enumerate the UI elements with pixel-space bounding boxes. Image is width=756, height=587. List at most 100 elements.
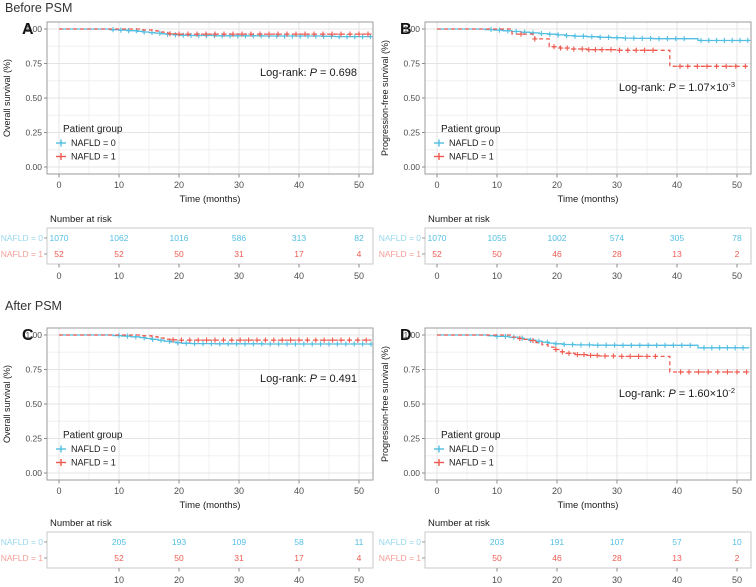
legend: Patient group NAFLD = 0 NAFLD = 1 bbox=[56, 124, 123, 162]
censor-mark bbox=[355, 337, 361, 343]
censor-mark bbox=[579, 46, 585, 52]
log-rank-label: Log-rank: P = 0.698 bbox=[260, 67, 357, 79]
censor-mark bbox=[715, 369, 721, 375]
censor-mark bbox=[740, 345, 746, 351]
censor-mark bbox=[178, 337, 184, 343]
panel-d-risk-table: Number at risk NAFLD = 0 203 191 107 57 10 NAFL… bbox=[378, 514, 756, 587]
censor-mark bbox=[320, 31, 326, 37]
censor-mark bbox=[347, 31, 353, 37]
survival-plot-B: B1.00 0.75 0.50 0.25 0.00 0 10 20 30 40 50 Time (mo… bbox=[380, 21, 752, 205]
x-axis-label: Time (months) bbox=[180, 194, 241, 205]
censor-mark bbox=[706, 37, 712, 44]
risk-axis-tick-label: 30 bbox=[612, 575, 622, 585]
censor-mark bbox=[709, 345, 715, 351]
censor-mark bbox=[288, 337, 294, 343]
risk-row-label: NAFLD = 1 bbox=[379, 553, 422, 563]
censor-mark bbox=[733, 63, 739, 69]
censor-mark bbox=[133, 334, 139, 340]
censor-mark bbox=[631, 35, 637, 41]
censor-mark bbox=[170, 337, 176, 343]
censor-mark bbox=[246, 337, 252, 343]
y-axis-label: Overall survival (%) bbox=[2, 365, 12, 443]
censor-mark bbox=[266, 31, 272, 37]
x-tick-label: 30 bbox=[612, 486, 622, 496]
x-tick-label: 40 bbox=[672, 486, 682, 496]
risk-axis-tick-label: 0 bbox=[56, 271, 61, 281]
x-tick-label: 50 bbox=[354, 486, 364, 496]
legend-title: Patient group bbox=[441, 124, 501, 135]
censor-marks-nafld-1 bbox=[167, 31, 371, 37]
x-tick-label: 0 bbox=[56, 180, 61, 190]
plot-border bbox=[46, 21, 374, 175]
censor-mark bbox=[558, 45, 564, 51]
risk-value: 50 bbox=[492, 553, 502, 563]
risk-value: 193 bbox=[172, 537, 186, 547]
censor-mark bbox=[620, 342, 626, 348]
censor-mark bbox=[321, 337, 327, 343]
legend-item-label: NAFLD = 1 bbox=[449, 152, 494, 162]
censor-mark bbox=[571, 46, 577, 52]
censor-mark bbox=[276, 341, 282, 347]
censor-mark bbox=[360, 33, 366, 40]
risk-table-title: Number at risk bbox=[50, 214, 112, 225]
y-tick-label: 0.25 bbox=[25, 434, 42, 444]
risk-value: 313 bbox=[292, 233, 306, 243]
censor-mark bbox=[284, 31, 290, 37]
censor-mark bbox=[589, 34, 595, 40]
y-tick-label: 0.25 bbox=[25, 128, 42, 138]
panel-c-chart: C 1.00 0.75 0.50 0.25 0.00 0 10 20 30 40 50 Time (mo… bbox=[0, 320, 378, 521]
x-tick-label: 40 bbox=[294, 486, 304, 496]
censor-mark bbox=[606, 34, 612, 40]
censor-mark bbox=[599, 47, 605, 53]
censor-mark bbox=[612, 342, 618, 348]
risk-table-title: Number at risk bbox=[428, 214, 490, 225]
censor-mark bbox=[551, 44, 557, 50]
risk-table-A: Number at risk NAFLD = 0 1070 1062 1016 586 31… bbox=[1, 214, 374, 281]
censor-mark bbox=[267, 341, 273, 347]
risk-value: 4 bbox=[357, 553, 362, 563]
panel-letter: D bbox=[400, 327, 412, 344]
legend-item-label: NAFLD = 0 bbox=[449, 138, 494, 148]
y-tick-label: 0.50 bbox=[403, 399, 420, 409]
censor-mark bbox=[652, 353, 658, 359]
x-tick-label: 20 bbox=[174, 180, 184, 190]
censor-mark bbox=[553, 341, 559, 347]
censor-mark bbox=[580, 33, 586, 39]
panel-letter: B bbox=[400, 21, 412, 38]
y-tick-label: 1.00 bbox=[403, 330, 420, 340]
censor-mark bbox=[351, 341, 357, 347]
censor-mark bbox=[344, 33, 350, 40]
censor-mark bbox=[502, 333, 508, 339]
censor-mark bbox=[530, 337, 536, 344]
censor-mark bbox=[434, 153, 444, 160]
x-tick-label: 30 bbox=[234, 486, 244, 496]
censor-mark bbox=[330, 337, 336, 343]
risk-table-box bbox=[424, 227, 752, 265]
censor-mark bbox=[338, 337, 344, 343]
risk-value: 46 bbox=[552, 249, 562, 259]
risk-value: 31 bbox=[234, 553, 244, 563]
censor-mark bbox=[318, 341, 324, 347]
censor-mark bbox=[616, 47, 622, 53]
risk-value: 52 bbox=[114, 553, 124, 563]
risk-value: 1055 bbox=[488, 233, 507, 243]
censor-mark bbox=[259, 341, 265, 347]
censor-mark bbox=[637, 342, 643, 348]
risk-axis-tick-label: 50 bbox=[732, 271, 742, 281]
risk-table-D: Number at risk NAFLD = 0 203 191 107 57 10 NAFL… bbox=[379, 518, 752, 585]
censor-mark bbox=[217, 341, 223, 347]
risk-value: 31 bbox=[234, 249, 244, 259]
survival-curve-nafld-1 bbox=[59, 334, 372, 341]
risk-axis-tick-label: 30 bbox=[234, 575, 244, 585]
censor-mark bbox=[296, 337, 302, 343]
censor-mark bbox=[126, 28, 132, 34]
censor-mark bbox=[329, 31, 335, 37]
censor-mark bbox=[588, 352, 594, 359]
risk-table-box bbox=[46, 227, 374, 265]
risk-axis-tick-label: 10 bbox=[492, 575, 502, 585]
censor-mark bbox=[572, 33, 578, 39]
censor-mark bbox=[664, 36, 670, 42]
censor-mark bbox=[257, 31, 263, 37]
risk-value: 574 bbox=[610, 233, 624, 243]
risk-value: 1070 bbox=[428, 233, 447, 243]
